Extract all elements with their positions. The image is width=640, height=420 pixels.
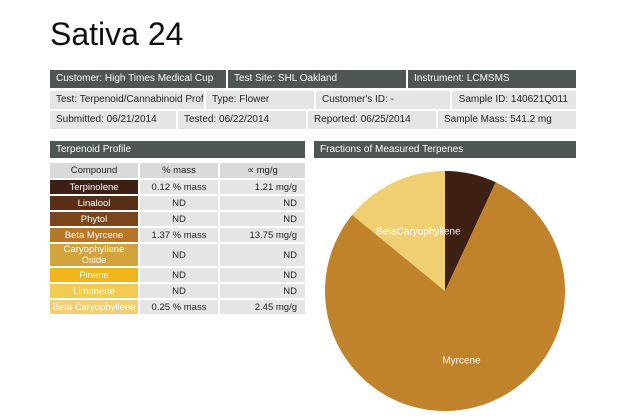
pie-slice-label: BetaCaryophyllene <box>376 227 461 238</box>
mg-per-g-cell: ND <box>220 268 305 282</box>
test-field: Test: Terpenoid/Cannabinoid Profile <box>50 91 204 109</box>
test-site-field: Test Site: SHL Oakland <box>228 70 406 88</box>
table-row: Caryophyllene Oxide ND ND <box>50 244 305 266</box>
table-header-row: Compound % mass ∝ mg/g <box>50 163 305 178</box>
sample-mass-field: Sample Mass: 541.2 mg <box>438 111 576 129</box>
mg-per-g-cell: ND <box>220 244 305 266</box>
mg-per-g-cell: 13.75 mg/g <box>220 228 305 242</box>
customer-id-field: Customer's ID: - <box>316 91 450 109</box>
reported-field: Reported: 06/25/2014 <box>308 111 436 129</box>
mg-per-g-cell: 1.21 mg/g <box>220 180 305 194</box>
mg-per-g-cell: ND <box>220 196 305 210</box>
mg-per-g-cell: ND <box>220 212 305 226</box>
column-header: ∝ mg/g <box>220 163 305 178</box>
tested-field: Tested: 06/22/2014 <box>178 111 306 129</box>
mass-percent-cell: ND <box>140 268 220 282</box>
compound-cell: Phytol <box>50 212 140 226</box>
table-row: Terpinolene 0.12 % mass 1.21 mg/g <box>50 180 305 194</box>
mass-percent-cell: 0.25 % mass <box>140 300 220 314</box>
submitted-field: Submitted: 06/21/2014 <box>50 111 176 129</box>
compound-cell: Linalool <box>50 196 140 210</box>
mass-percent-cell: 0.12 % mass <box>140 180 220 194</box>
table-row: Pinene ND ND <box>50 268 305 282</box>
mass-percent-cell: ND <box>140 284 220 298</box>
fractions-heading: Fractions of Measured Terpenes <box>314 141 576 158</box>
page-title: Sativa 24 <box>50 16 184 52</box>
column-header: Compound <box>50 163 140 178</box>
pie-slice <box>352 171 445 291</box>
table-row: Beta Myrcene 1.37 % mass 13.75 mg/g <box>50 228 305 242</box>
column-header: % mass <box>140 163 220 178</box>
pie-slice <box>325 182 565 411</box>
pie-slice <box>445 171 496 291</box>
mg-per-g-cell: 2.45 mg/g <box>220 300 305 314</box>
terpenoid-table: Compound % mass ∝ mg/g Terpinolene 0.12 %… <box>50 161 305 316</box>
table-row: Linalool ND ND <box>50 196 305 210</box>
mass-percent-cell: ND <box>140 212 220 226</box>
terpenoid-profile-heading: Terpenoid Profile <box>50 141 305 158</box>
table-row: Beta Caryophyllene 0.25 % mass 2.45 mg/g <box>50 300 305 314</box>
instrument-field: Instrument: LCMSMS <box>408 70 576 88</box>
compound-cell: Pinene <box>50 268 140 282</box>
compound-cell: Limonene <box>50 284 140 298</box>
mass-percent-cell: ND <box>140 244 220 266</box>
compound-cell: Beta Caryophyllene <box>50 300 140 314</box>
mg-per-g-cell: ND <box>220 284 305 298</box>
compound-cell: Beta Myrcene <box>50 228 140 242</box>
compound-cell: Caryophyllene Oxide <box>50 244 140 266</box>
customer-field: Customer: High Times Medical Cup <box>50 70 226 88</box>
mass-percent-cell: 1.37 % mass <box>140 228 220 242</box>
terpene-pie-chart: Myrcene BetaCaryophyllene <box>325 171 565 411</box>
table-row: Limonene ND ND <box>50 284 305 298</box>
type-field: Type: Flower <box>206 91 314 109</box>
pie-slice-label: Myrcene <box>442 356 481 367</box>
mass-percent-cell: ND <box>140 196 220 210</box>
table-row: Phytol ND ND <box>50 212 305 226</box>
compound-cell: Terpinolene <box>50 180 140 194</box>
sample-id-field: Sample ID: 140621Q011 <box>452 91 576 109</box>
